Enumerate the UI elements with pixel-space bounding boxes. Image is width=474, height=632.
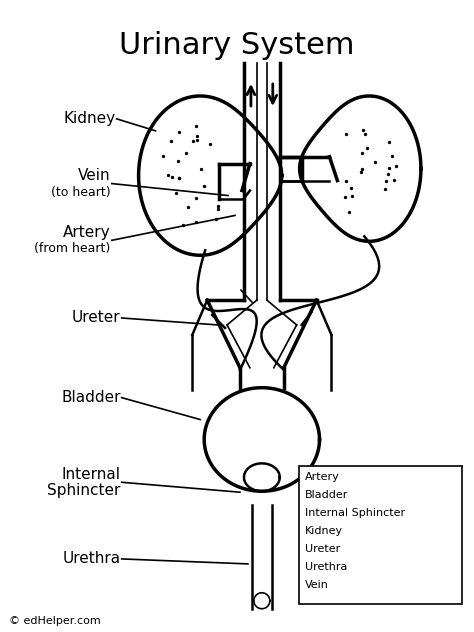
Text: Kidney: Kidney	[64, 111, 116, 126]
Text: Internal: Internal	[62, 467, 121, 482]
Text: Internal Sphincter: Internal Sphincter	[305, 508, 405, 518]
Text: Urinary System: Urinary System	[119, 31, 355, 60]
Text: Artery: Artery	[63, 225, 111, 240]
Text: Sphincter: Sphincter	[47, 483, 121, 498]
Text: Urethra: Urethra	[63, 552, 121, 566]
Text: Urethra: Urethra	[305, 562, 347, 572]
Text: Vein: Vein	[305, 580, 328, 590]
Text: Bladder: Bladder	[61, 390, 121, 405]
Text: Vein: Vein	[78, 168, 111, 183]
Text: Bladder: Bladder	[305, 490, 348, 500]
Text: (from heart): (from heart)	[35, 242, 111, 255]
Text: Ureter: Ureter	[305, 544, 340, 554]
Text: Kidney: Kidney	[305, 526, 343, 536]
Text: Artery: Artery	[305, 472, 339, 482]
Text: (to heart): (to heart)	[51, 186, 111, 199]
FancyBboxPatch shape	[299, 466, 462, 604]
Text: Ureter: Ureter	[72, 310, 121, 325]
Text: © edHelper.com: © edHelper.com	[9, 616, 101, 626]
